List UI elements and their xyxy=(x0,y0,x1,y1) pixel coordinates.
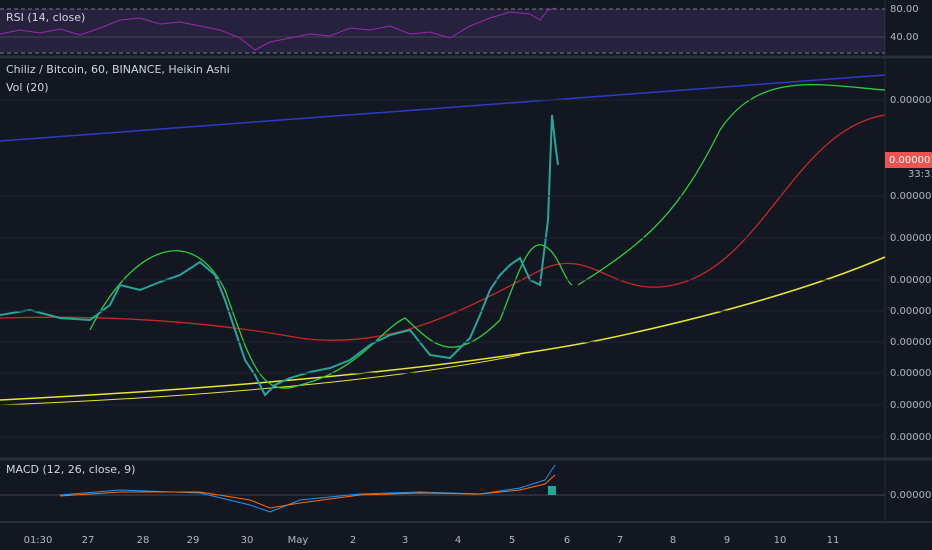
countdown: 33:33 xyxy=(908,169,932,180)
price-tick: 0.00000110 xyxy=(890,95,932,106)
time-tick: 9 xyxy=(724,535,730,546)
time-tick: 4 xyxy=(455,535,461,546)
rsi-line xyxy=(0,7,556,51)
rsi-band xyxy=(0,9,885,53)
yellow-curve xyxy=(0,256,886,401)
time-tick: 2 xyxy=(350,535,356,546)
price-tick: 0.00000097 xyxy=(890,233,932,244)
rsi-label: RSI (14, close) xyxy=(6,11,85,24)
green-projection xyxy=(577,83,886,286)
price-tick: 0.00000081 xyxy=(890,400,932,411)
price-tick: 0.00000084 xyxy=(890,368,932,379)
price-tick: 0.00000087 xyxy=(890,337,932,348)
histogram xyxy=(548,486,556,495)
trend-line xyxy=(0,74,886,142)
signal-line xyxy=(59,474,556,509)
volume-label: Vol (20) xyxy=(6,81,49,94)
rsi-tick: 40.00 xyxy=(890,32,919,43)
time-axis: 01:30 27 28 29 30 May 2 3 4 5 6 7 8 9 10 11 xyxy=(24,535,840,546)
macd-label: MACD (12, 26, close, 9) xyxy=(6,463,135,476)
time-tick: 7 xyxy=(617,535,623,546)
yellow-curve-2 xyxy=(0,354,521,406)
time-tick: 30 xyxy=(241,535,254,546)
time-tick: 27 xyxy=(82,535,95,546)
last-price: 0.00000104 xyxy=(889,155,932,166)
symbol-title: Chiliz / Bitcoin, 60, BINANCE, Heikin As… xyxy=(6,63,230,76)
price-ticks: 0.00000110 0.00000101 0.00000097 0.00000093… xyxy=(0,95,932,443)
last-price-badge xyxy=(885,152,932,168)
macd-tick: 0.00000000 xyxy=(890,490,932,501)
rsi-tick: 80.00 xyxy=(890,4,919,15)
price-line xyxy=(0,114,559,397)
price-tick: 0.00000093 xyxy=(890,275,932,286)
price-tick: 0.00000090 xyxy=(890,306,932,317)
time-tick: 10 xyxy=(774,535,787,546)
time-tick: 29 xyxy=(187,535,200,546)
time-tick: May xyxy=(288,535,309,546)
time-tick: 6 xyxy=(564,535,570,546)
time-tick: 11 xyxy=(827,535,840,546)
time-tick: 28 xyxy=(137,535,150,546)
price-tick: 0.00000101 xyxy=(890,191,932,202)
time-tick: 5 xyxy=(509,535,515,546)
red-curve xyxy=(0,114,886,341)
time-tick: 01:30 xyxy=(24,535,53,546)
green-curve xyxy=(89,244,573,389)
time-tick: 8 xyxy=(670,535,676,546)
time-tick: 3 xyxy=(402,535,408,546)
price-tick: 0.00000078 xyxy=(890,432,932,443)
